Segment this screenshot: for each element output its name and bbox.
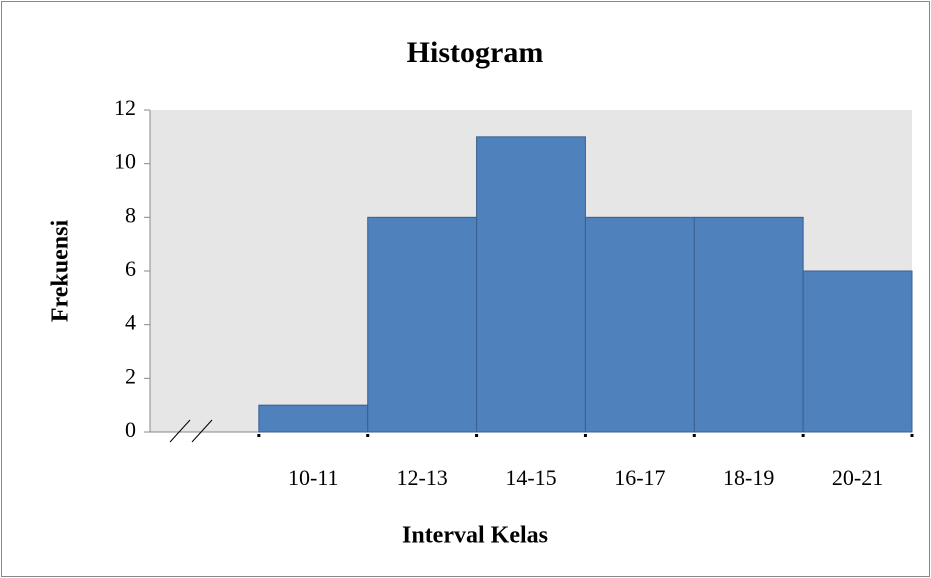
x-tick-dot — [692, 434, 696, 437]
bar — [693, 216, 804, 433]
x-tick-label: 20-21 — [832, 465, 883, 490]
x-tick-label: 12-13 — [396, 465, 447, 490]
x-tick-dot — [257, 434, 261, 437]
y-axis-label: Frekuensi — [48, 220, 74, 323]
y-tick-label: 12 — [114, 95, 136, 120]
chart-title: Histogram — [407, 36, 544, 69]
bar — [258, 404, 369, 433]
y-tick-label: 10 — [114, 149, 136, 174]
x-axis-label: Interval Kelas — [402, 523, 548, 549]
x-tick-label: 14-15 — [505, 465, 556, 490]
y-tick-label: 2 — [125, 363, 136, 388]
x-tick-dot — [475, 434, 479, 437]
axis-break — [191, 419, 213, 443]
x-tick-label: 16-17 — [614, 465, 665, 490]
bar — [476, 136, 586, 433]
bar — [802, 270, 913, 433]
y-tick-label: 6 — [125, 256, 136, 281]
y-tick-label: 8 — [125, 202, 136, 227]
x-tick-label: 18-19 — [723, 465, 774, 490]
x-tick-dot — [366, 434, 370, 437]
y-tick-label: 0 — [125, 417, 136, 442]
bar — [367, 216, 478, 433]
x-tick-dot — [583, 434, 587, 437]
x-tick-label: 10-11 — [288, 465, 339, 490]
bar — [584, 216, 695, 433]
x-tick-dot — [910, 434, 914, 437]
y-tick-label: 4 — [125, 310, 136, 335]
x-tick-dot — [801, 434, 805, 437]
axis-break — [169, 419, 191, 443]
